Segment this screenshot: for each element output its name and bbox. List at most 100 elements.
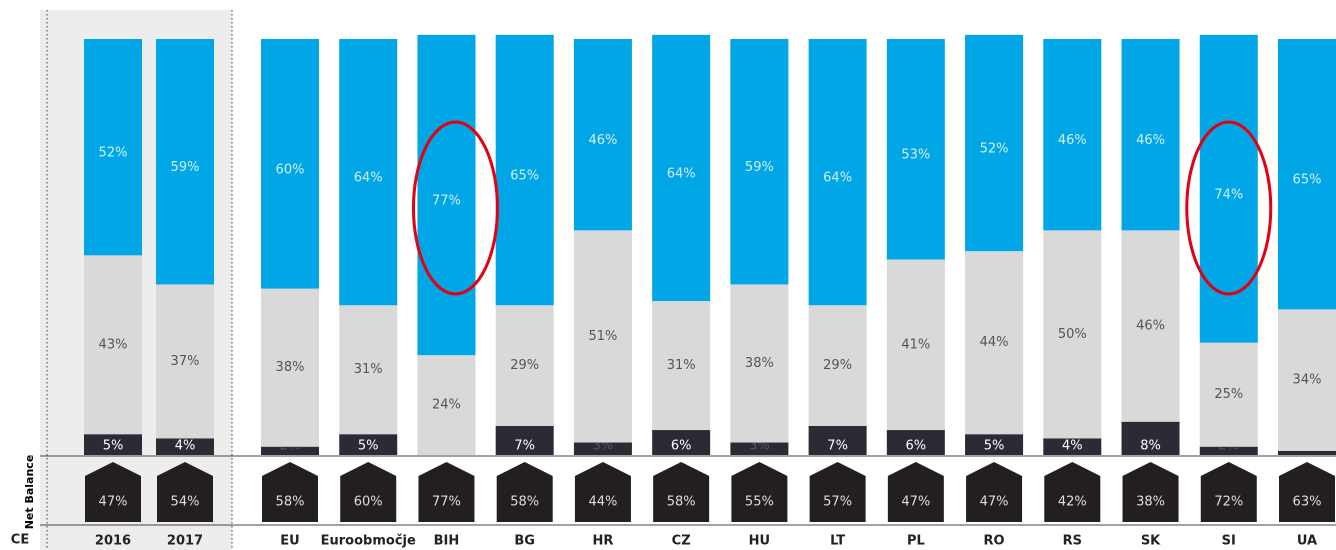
x-tick-label: BIH	[434, 534, 460, 549]
net-balance-label: 77%	[432, 495, 461, 510]
data-label: 64%	[354, 171, 383, 186]
net-balance-label: 38%	[1136, 495, 1165, 510]
bar-segment	[730, 442, 789, 455]
net-balance-label: 57%	[823, 495, 852, 510]
bar-segment	[261, 446, 319, 455]
data-label: 64%	[823, 171, 852, 186]
data-label: 31%	[667, 358, 696, 373]
data-label: 65%	[510, 169, 539, 184]
data-label: 65%	[1293, 173, 1322, 188]
data-label: 60%	[276, 162, 305, 177]
bar-segment	[339, 305, 398, 435]
x-tick-label: EU	[280, 534, 299, 549]
net-balance-house	[85, 462, 141, 522]
x-tick-label: RO	[984, 534, 1005, 549]
bar-segment	[1043, 438, 1102, 455]
data-label: 7%	[514, 439, 535, 454]
net-balance-label: 47%	[901, 495, 930, 510]
x-tick-label: SI	[1222, 534, 1236, 549]
net-balance-house	[966, 462, 1023, 522]
bar-segment	[156, 438, 214, 455]
net-balance-label: 55%	[745, 495, 774, 510]
data-label: 5%	[358, 439, 379, 454]
x-tick-label: UA	[1297, 534, 1317, 549]
net-balance-house	[653, 462, 710, 522]
data-label: 64%	[667, 166, 696, 181]
data-label: 46%	[1136, 319, 1165, 334]
x-tick-label: PL	[907, 534, 925, 549]
net-balance-label: 60%	[354, 495, 383, 510]
net-balance-house	[418, 462, 475, 522]
group-label: CE	[11, 533, 29, 548]
data-label: 46%	[1058, 133, 1087, 148]
data-label: 44%	[980, 335, 1009, 350]
bar-segment	[1121, 421, 1180, 455]
bar-segment	[808, 425, 867, 455]
data-label: 52%	[99, 146, 128, 161]
data-label: 6%	[906, 439, 927, 454]
bar-segment	[339, 434, 398, 455]
bar-segment	[1043, 39, 1102, 231]
net-balance-house	[887, 462, 944, 522]
bar-segment	[886, 430, 945, 455]
bar-segment	[886, 39, 945, 260]
net-balance-label: Net Balance	[23, 455, 36, 530]
bar-segment	[339, 39, 398, 306]
net-balance-house	[496, 462, 553, 522]
net-balance-house	[1200, 462, 1257, 522]
net-balance-house	[157, 462, 213, 522]
bar-segment	[1278, 39, 1336, 310]
data-label: 53%	[901, 148, 930, 163]
bar-segment	[84, 434, 142, 455]
net-balance-label: 47%	[99, 495, 128, 510]
net-balance-label: 58%	[667, 495, 696, 510]
bar-segment	[1121, 230, 1180, 422]
bar-segment	[1278, 450, 1336, 455]
net-balance-label: 44%	[588, 495, 617, 510]
x-tick-label: LT	[830, 534, 845, 549]
data-label: 25%	[1214, 387, 1243, 402]
net-balance-label: 42%	[1058, 495, 1087, 510]
data-label: 4%	[1062, 439, 1083, 454]
bar-segment	[652, 34, 711, 302]
bar-segment	[965, 434, 1024, 455]
data-label: 46%	[1136, 133, 1165, 148]
bar-segment	[495, 305, 554, 426]
data-label: 38%	[276, 360, 305, 375]
net-balance-house	[574, 462, 631, 522]
net-balance-house	[731, 462, 788, 522]
data-label: 43%	[99, 337, 128, 352]
bar-segment	[1121, 39, 1180, 231]
data-label: 50%	[1058, 327, 1087, 342]
net-balance-label: 58%	[276, 495, 305, 510]
data-label: 52%	[980, 142, 1009, 157]
net-balance-house	[1044, 462, 1101, 522]
data-label: 37%	[171, 354, 200, 369]
highlight	[1185, 120, 1273, 296]
bar-segment	[1199, 342, 1258, 447]
data-label: 8%	[1140, 439, 1161, 454]
data-label: 46%	[588, 133, 617, 148]
highlight	[411, 120, 499, 296]
net-balance-label: 54%	[171, 495, 200, 510]
bar-segment	[495, 34, 554, 306]
x-tick-label: RS	[1063, 534, 1082, 549]
net-balance-house	[340, 462, 397, 522]
bar-segment	[261, 39, 319, 289]
bar-segment	[1278, 309, 1336, 451]
bar-segment	[730, 284, 789, 443]
bar-segment	[730, 39, 789, 285]
net-balance-label: 58%	[510, 495, 539, 510]
x-tick-label: SK	[1141, 534, 1161, 549]
bar-segment	[261, 288, 319, 447]
data-label: 29%	[823, 358, 852, 373]
x-tick-label: HR	[592, 534, 613, 549]
x-tick-label: BG	[514, 534, 535, 549]
data-label: 59%	[171, 160, 200, 175]
data-label: 29%	[510, 358, 539, 373]
bar-segment	[808, 305, 867, 426]
data-label: 5%	[103, 439, 124, 454]
bar-segment	[1199, 446, 1258, 455]
data-label: 51%	[588, 329, 617, 344]
